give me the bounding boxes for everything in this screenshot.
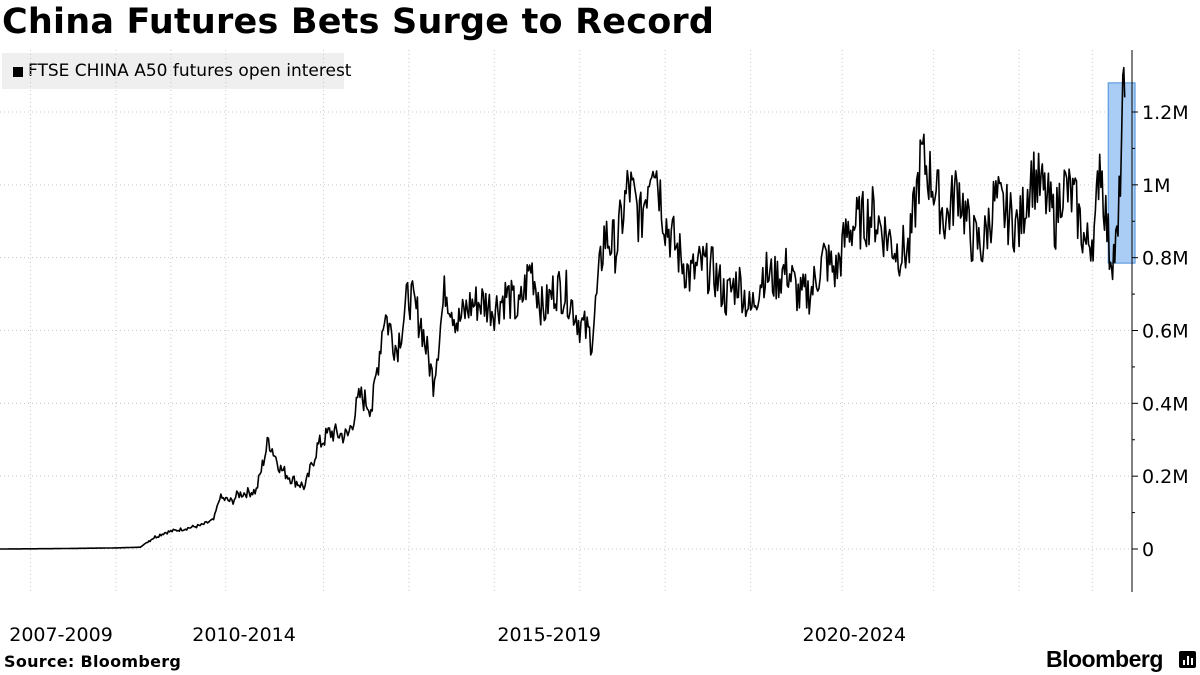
legend-label: FTSE CHINA A50 futures open interest (28, 61, 352, 81)
chart-title: China Futures Bets Surge to Record (2, 2, 715, 42)
x-tick-label: 2015-2019 (497, 624, 601, 646)
y-tick-label: 0.2M (1142, 466, 1189, 488)
bloomberg-chart-icon (1179, 651, 1196, 668)
source-note: Source: Bloomberg (4, 652, 182, 671)
legend: FTSE CHINA A50 futures open interest (2, 53, 351, 89)
series-line-open-interest (0, 66, 1126, 550)
brand-logo: Bloomberg (1046, 646, 1163, 672)
grid (0, 50, 1132, 592)
y-tick-label: 1M (1142, 175, 1170, 197)
legend-swatch (13, 67, 23, 77)
y-tick-label: 0 (1142, 539, 1154, 561)
x-tick-label: 2010-2014 (192, 624, 296, 646)
y-tick-label: 1.2M (1142, 102, 1189, 124)
y-tick-label: 0.6M (1142, 321, 1189, 343)
y-axis: 0 0.2M 0.4M 0.6M 0.8M 1M 1.2M (1131, 50, 1189, 592)
x-axis: 2007-2009 2010-2014 2015-2019 2020-2024 (9, 624, 906, 646)
x-tick-label: 2007-2009 (9, 624, 113, 646)
y-tick-label: 0.8M (1142, 248, 1189, 270)
x-tick-label: 2020-2024 (803, 624, 907, 646)
y-tick-label: 0.4M (1142, 393, 1189, 415)
series-layer (0, 66, 1126, 550)
